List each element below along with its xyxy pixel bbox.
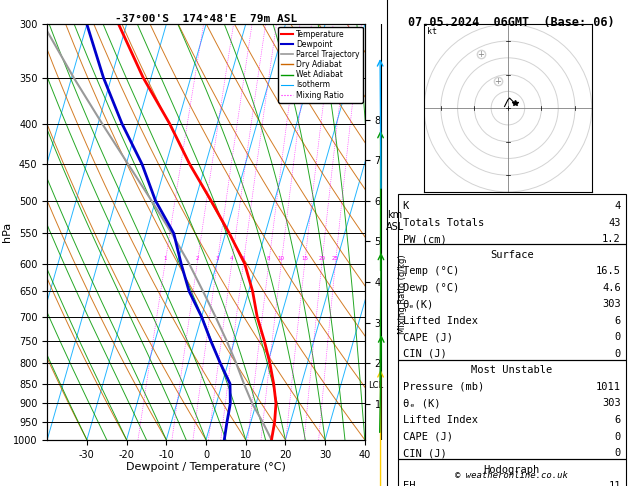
Text: 0: 0	[615, 448, 621, 458]
Text: 1: 1	[164, 257, 167, 261]
Text: kt: kt	[428, 27, 437, 36]
Text: 303: 303	[602, 399, 621, 408]
Y-axis label: hPa: hPa	[1, 222, 11, 242]
Text: K: K	[403, 201, 409, 211]
Text: 0: 0	[615, 432, 621, 441]
Text: 4: 4	[230, 257, 233, 261]
Text: 4: 4	[615, 201, 621, 211]
Text: 16.5: 16.5	[596, 266, 621, 276]
Text: Lifted Index: Lifted Index	[403, 415, 477, 425]
Title: -37°00'S  174°48'E  79m ASL: -37°00'S 174°48'E 79m ASL	[115, 14, 297, 23]
Text: 5: 5	[242, 257, 245, 261]
Text: 6: 6	[615, 415, 621, 425]
Text: 1.2: 1.2	[602, 234, 621, 244]
Text: 0: 0	[615, 332, 621, 342]
Text: 15: 15	[301, 257, 308, 261]
Text: θₑ(K): θₑ(K)	[403, 299, 434, 309]
Text: 8: 8	[267, 257, 270, 261]
Text: Most Unstable: Most Unstable	[471, 365, 552, 375]
Text: Surface: Surface	[490, 250, 533, 260]
Text: θₑ (K): θₑ (K)	[403, 399, 440, 408]
X-axis label: Dewpoint / Temperature (°C): Dewpoint / Temperature (°C)	[126, 462, 286, 472]
Text: +: +	[477, 50, 484, 59]
Text: 10: 10	[278, 257, 285, 261]
Legend: Temperature, Dewpoint, Parcel Trajectory, Dry Adiabat, Wet Adiabat, Isotherm, Mi: Temperature, Dewpoint, Parcel Trajectory…	[279, 27, 362, 103]
Text: 4.6: 4.6	[602, 283, 621, 293]
Text: © weatheronline.co.uk: © weatheronline.co.uk	[455, 471, 568, 480]
Text: Dewp (°C): Dewp (°C)	[403, 283, 459, 293]
Text: CIN (J): CIN (J)	[403, 448, 447, 458]
Text: 07.05.2024  06GMT  (Base: 06): 07.05.2024 06GMT (Base: 06)	[408, 16, 615, 29]
Text: 3: 3	[215, 257, 219, 261]
Text: 20: 20	[318, 257, 325, 261]
Text: 1011: 1011	[596, 382, 621, 392]
Text: 2: 2	[196, 257, 199, 261]
Text: Pressure (mb): Pressure (mb)	[403, 382, 484, 392]
Text: 11: 11	[608, 481, 621, 486]
Text: CIN (J): CIN (J)	[403, 349, 447, 359]
Text: CAPE (J): CAPE (J)	[403, 332, 452, 342]
Text: 303: 303	[602, 299, 621, 309]
Text: Hodograph: Hodograph	[484, 465, 540, 474]
Text: CAPE (J): CAPE (J)	[403, 432, 452, 441]
Text: Totals Totals: Totals Totals	[403, 218, 484, 227]
Text: 6: 6	[615, 316, 621, 326]
Text: 25: 25	[332, 257, 339, 261]
Text: 0: 0	[615, 349, 621, 359]
Text: Mixing Ratio (g/kg): Mixing Ratio (g/kg)	[398, 255, 408, 334]
Y-axis label: km
ASL: km ASL	[386, 210, 404, 232]
Text: PW (cm): PW (cm)	[403, 234, 447, 244]
Text: EH: EH	[403, 481, 415, 486]
Text: +: +	[494, 77, 501, 86]
Text: 43: 43	[608, 218, 621, 227]
Text: LCL: LCL	[368, 381, 383, 390]
Text: Lifted Index: Lifted Index	[403, 316, 477, 326]
Text: Temp (°C): Temp (°C)	[403, 266, 459, 276]
